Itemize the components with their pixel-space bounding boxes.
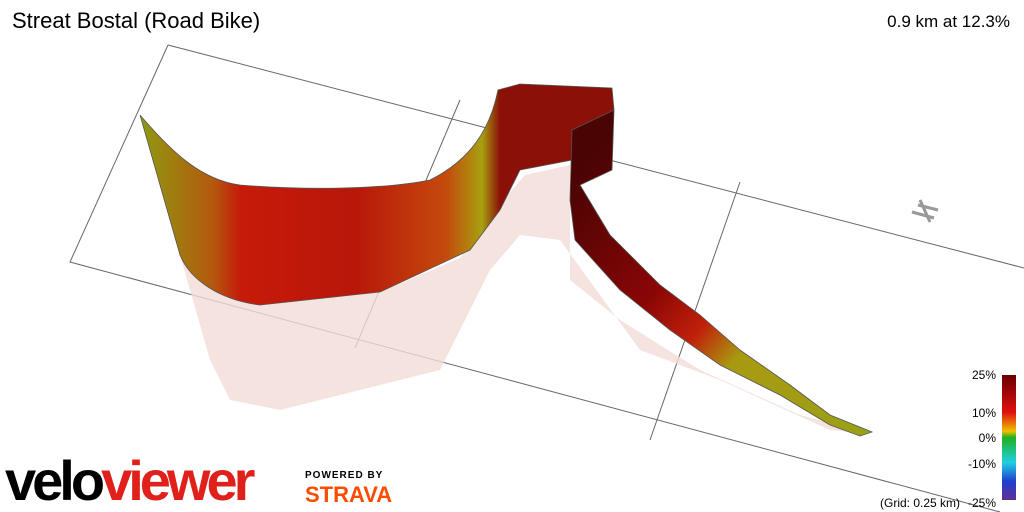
stats: 0.9 km at 12.3% xyxy=(887,12,1010,31)
grid-note: (Grid: 0.25 km) xyxy=(880,496,960,510)
shadow xyxy=(180,165,870,434)
logo-start: velo xyxy=(5,449,104,512)
legend-bar xyxy=(1002,375,1016,500)
logo-end: viewer xyxy=(101,449,255,512)
legend-label: 10% xyxy=(972,406,996,420)
powered-by: POWERED BY xyxy=(305,470,383,481)
north-arrow xyxy=(911,199,939,223)
legend-label: -25% xyxy=(968,496,996,510)
legend-label: 25% xyxy=(972,368,996,382)
title: Streat Bostal (Road Bike) xyxy=(12,8,260,33)
strava: STRAVA xyxy=(305,482,392,507)
legend-label: 0% xyxy=(979,431,997,445)
logo: veloviewer xyxy=(5,449,255,512)
ridge-wall xyxy=(139,83,615,306)
descent-wall xyxy=(569,109,874,437)
legend-label: -10% xyxy=(968,457,996,471)
